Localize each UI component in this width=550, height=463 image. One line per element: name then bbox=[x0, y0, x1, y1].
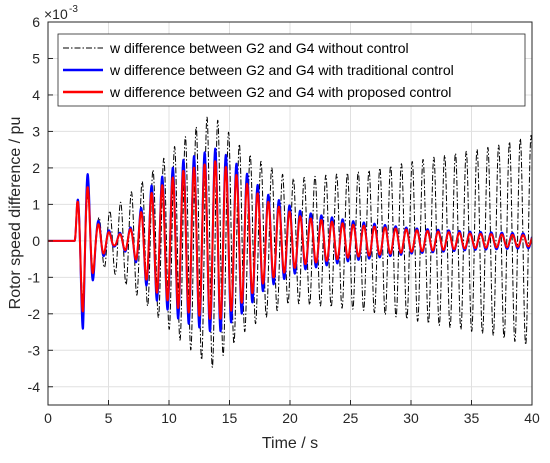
y-exponent-power: -3 bbox=[69, 4, 78, 15]
series-layer bbox=[48, 116, 532, 368]
x-tick-label: 5 bbox=[105, 410, 113, 426]
x-tick-label: 30 bbox=[403, 410, 419, 426]
y-tick-label: -3 bbox=[28, 342, 41, 358]
x-tick-label: 20 bbox=[282, 410, 298, 426]
y-tick-label: 6 bbox=[32, 14, 40, 30]
legend: w difference between G2 and G4 without c… bbox=[57, 33, 526, 107]
y-exponent-base: ×10 bbox=[44, 6, 68, 22]
y-tick-label: -1 bbox=[28, 269, 41, 285]
x-tick-label: 25 bbox=[343, 410, 359, 426]
y-tick-label: 3 bbox=[32, 123, 40, 139]
y-tick-label: 2 bbox=[32, 160, 40, 176]
legend-label-2: w difference between G2 and G4 with trad… bbox=[109, 62, 454, 78]
x-tick-label: 40 bbox=[524, 410, 540, 426]
y-exponent-label: ×10 -3 bbox=[44, 4, 78, 22]
y-tick-label: 5 bbox=[32, 50, 40, 66]
y-axis-label: Rotor speed difference / pu bbox=[7, 117, 24, 310]
y-tick-label: 1 bbox=[32, 196, 40, 212]
x-tick-label: 35 bbox=[464, 410, 480, 426]
y-tick-label: 4 bbox=[32, 87, 40, 103]
series-line-3 bbox=[48, 160, 532, 320]
y-tick-label: -4 bbox=[28, 379, 41, 395]
y-tick-label: 0 bbox=[32, 233, 40, 249]
x-axis-label: Time / s bbox=[262, 435, 318, 452]
legend-label-3: w difference between G2 and G4 with prop… bbox=[109, 84, 451, 100]
legend-box bbox=[57, 33, 526, 107]
ticks: 0 5 10 15 20 25 30 35 40 -4 -3 -2 -1 0 1 2 3 4 5 6 bbox=[28, 14, 540, 426]
legend-label-1: w difference between G2 and G4 without c… bbox=[109, 40, 409, 56]
x-tick-label: 10 bbox=[161, 410, 177, 426]
x-tick-label: 15 bbox=[222, 410, 238, 426]
x-tick-label: 0 bbox=[44, 410, 52, 426]
y-tick-label: -2 bbox=[28, 306, 41, 322]
